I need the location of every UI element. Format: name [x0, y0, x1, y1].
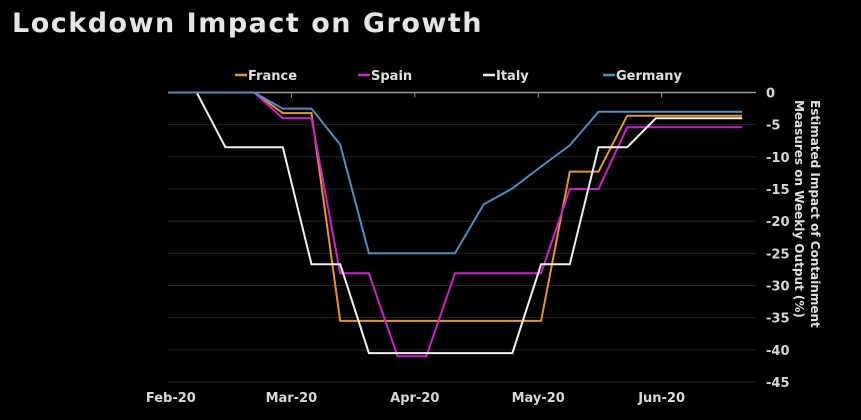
legend: France Spain Italy Germany: [235, 69, 682, 84]
legend-label-germany: Germany: [616, 69, 682, 84]
series-line-france: [168, 91, 742, 322]
x-tick-label: Apr-20: [390, 391, 439, 406]
y-tick-label: -35: [766, 312, 790, 327]
y-tick-label: -25: [766, 247, 790, 262]
chart-title: Lockdown Impact on Growth: [12, 8, 483, 39]
y-tick-label: -10: [766, 151, 790, 166]
x-tick-label: Mar-20: [266, 391, 318, 406]
x-tick-label: May-20: [512, 391, 565, 406]
x-tick-label: Jun-20: [637, 391, 685, 406]
y-tick-label: -20: [766, 215, 790, 230]
series-line-italy: [168, 91, 742, 355]
gridlines: [168, 91, 756, 383]
series-line-spain: [168, 91, 742, 358]
x-tick-label: Feb-20: [146, 391, 196, 406]
series-lines: [168, 91, 742, 358]
y-tick-label: -30: [766, 280, 790, 295]
series-line-germany: [168, 91, 742, 255]
y-tick-label: -45: [766, 376, 790, 391]
legend-label-italy: Italy: [496, 69, 529, 84]
y-axis-label-line: Measures on Weekly Output (%): [792, 100, 806, 318]
y-tick-label: -40: [766, 344, 790, 359]
legend-label-france: France: [248, 69, 297, 84]
y-tick-label: -15: [766, 183, 790, 198]
y-tick-label: 0: [766, 87, 775, 102]
y-axis: 0 -5 -10 -15 -20 -25 -30 -35 -40 -45: [766, 87, 790, 392]
y-tick-label: -5: [766, 119, 780, 134]
y-axis-label-line: Estimated Impact of Containment: [808, 100, 822, 328]
y-axis-label: Estimated Impact of ContainmentMeasures …: [792, 100, 822, 328]
x-axis: Feb-20 Mar-20 Apr-20 May-20 Jun-20: [146, 92, 685, 406]
legend-label-spain: Spain: [371, 69, 412, 84]
